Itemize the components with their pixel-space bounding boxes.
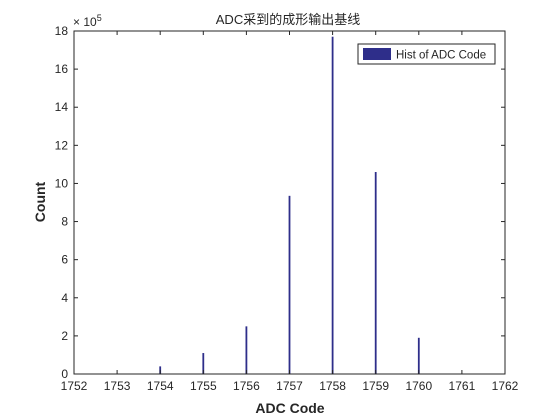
x-tick-label-1761: 1761	[449, 379, 476, 393]
y-axis-ticks: 0 2 4 6 8 10 12 14 16 18	[55, 24, 505, 381]
y-tick-label-0: 0	[61, 367, 68, 381]
x-tick-label-1755: 1755	[190, 379, 217, 393]
y-tick-label-12: 12	[55, 138, 69, 152]
x-axis-ticks: 1752 1753 1754 1755 1756 1757 1758 1759 1760 1761…	[61, 31, 519, 393]
x-tick-label-1759: 1759	[362, 379, 389, 393]
y-tick-label-18: 18	[55, 24, 69, 38]
legend-box	[357, 43, 496, 65]
bar-1758	[331, 36, 334, 374]
y-tick-label-6: 6	[61, 253, 68, 267]
y-exponent-label: × 105	[73, 13, 102, 29]
bar-1756	[245, 326, 248, 374]
y-axis-label: Count	[32, 181, 48, 222]
bar-1757	[288, 195, 291, 374]
x-tick-label-1756: 1756	[233, 379, 260, 393]
svg-text:× 105: × 105	[73, 13, 102, 29]
bar-1760	[417, 337, 420, 374]
bar-1755	[202, 353, 205, 374]
y-tick-label-10: 10	[55, 176, 69, 190]
x-axis-label: ADC Code	[255, 400, 324, 416]
x-tick-label-1754: 1754	[147, 379, 174, 393]
bar-1759	[374, 172, 377, 374]
legend-swatch	[363, 48, 391, 60]
x-tick-label-1752: 1752	[61, 379, 88, 393]
x-tick-label-1758: 1758	[319, 379, 346, 393]
x-tick-label-1760: 1760	[405, 379, 432, 393]
y-tick-label-14: 14	[55, 100, 69, 114]
y-tick-label-2: 2	[61, 329, 68, 343]
chart-title: ADC采到的成形输出基线	[216, 12, 360, 27]
y-tick-label-16: 16	[55, 62, 69, 76]
x-tick-label-1757: 1757	[276, 379, 303, 393]
x-tick-label-1762: 1762	[492, 379, 519, 393]
legend: Hist of ADC Code	[357, 43, 496, 65]
y-tick-label-8: 8	[61, 215, 68, 229]
y-tick-label-4: 4	[61, 291, 68, 305]
x-tick-label-1753: 1753	[104, 379, 131, 393]
legend-label: Hist of ADC Code	[396, 50, 486, 62]
bars-group	[159, 36, 420, 374]
